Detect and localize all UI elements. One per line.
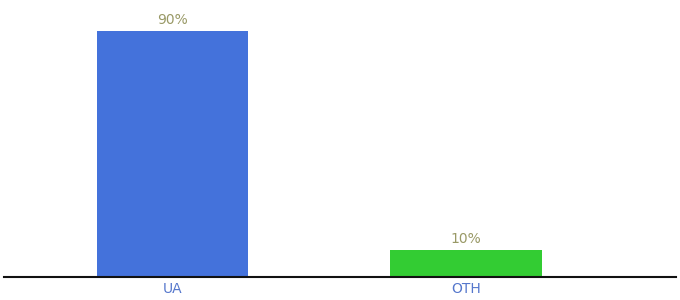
Bar <box>390 250 541 277</box>
Bar <box>97 32 248 277</box>
Text: 10%: 10% <box>451 232 481 246</box>
Text: 90%: 90% <box>156 14 188 27</box>
